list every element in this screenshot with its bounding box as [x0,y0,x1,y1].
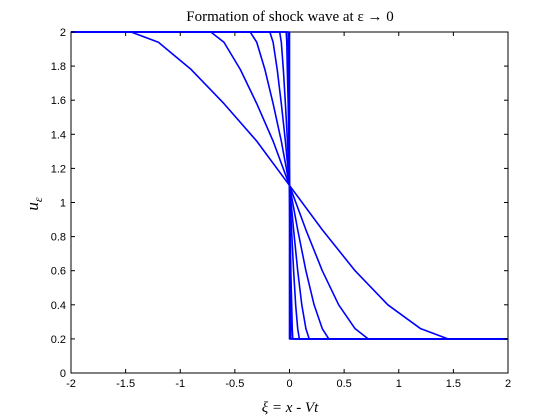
y-tick-label: 0.2 [51,334,66,346]
x-axis-label: ξ = x - Vt [262,400,319,416]
y-tick-label: 1.8 [51,61,66,73]
x-tick-label: 1 [396,378,402,390]
y-tick-label: 0.8 [51,232,66,244]
y-tick-label: 0.4 [51,300,66,312]
x-tick-label: 1.5 [446,378,461,390]
x-tick-label: 0.5 [336,378,351,390]
y-tick-label: 0 [60,368,66,380]
chart-title: Formation of shock wave at ε → 0 [186,9,394,25]
y-tick-label: 1.4 [51,129,66,141]
x-tick-label: 0 [286,378,292,390]
series-group [71,31,508,340]
x-tick-label: 2 [505,378,511,390]
x-tick-label: -2 [66,378,76,390]
y-axis-label-main: u [23,202,42,211]
y-tick-label: 2 [60,27,66,39]
svg-text:uε: uε [23,197,45,211]
y-axis-label-sub: ε [31,197,45,202]
y-tick-label: 1.6 [51,95,66,107]
y-tick-label: 0.6 [51,266,66,278]
y-tick-label: 1.2 [51,163,66,175]
x-tick-label: -1.5 [116,378,135,390]
y-axis-label: uε [23,197,45,211]
plot-area: -2 -1.5 -1 -0.5 0 0.5 1 1.5 2 0 0.2 0.4 0.6 0.8 1 1.2 1.… [51,27,511,390]
y-tick-label: 1 [60,198,66,210]
x-tick-label: -0.5 [225,378,244,390]
x-tick-label: -1 [175,378,185,390]
tick-group: -2 -1.5 -1 -0.5 0 0.5 1 1.5 2 0 0.2 0.4 0.6 0.8 1 1.2 1.… [51,27,511,390]
